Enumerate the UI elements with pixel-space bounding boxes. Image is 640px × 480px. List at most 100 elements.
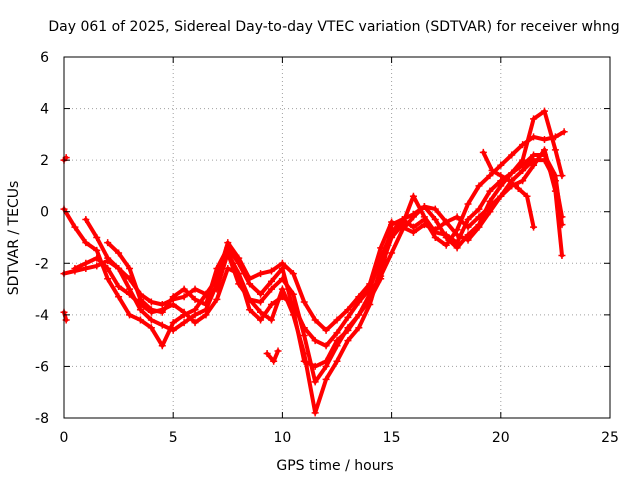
- data-point-marker: [333, 329, 341, 337]
- data-point-marker: [355, 298, 363, 306]
- data-point-marker: [530, 156, 538, 164]
- data-point-marker: [267, 316, 275, 324]
- data-point-marker: [278, 285, 286, 293]
- data-point-marker: [409, 223, 417, 231]
- data-point-marker: [180, 293, 188, 301]
- data-point-marker: [333, 337, 341, 345]
- data-point-marker: [278, 264, 286, 272]
- data-point-marker: [311, 316, 319, 324]
- y-tick-label: 0: [40, 205, 49, 221]
- x-axis-label: GPS time / hours: [276, 458, 393, 474]
- data-point-marker: [420, 215, 428, 223]
- data-point-marker: [486, 197, 494, 205]
- data-point-marker: [270, 357, 278, 365]
- data-point-marker: [475, 223, 483, 231]
- data-point-marker: [263, 350, 271, 358]
- data-point-marker: [235, 270, 243, 278]
- data-point-marker: [202, 301, 210, 309]
- data-point-marker: [136, 306, 144, 314]
- data-point-marker: [246, 295, 254, 303]
- data-point-marker: [377, 275, 385, 283]
- series-track-7: [263, 347, 282, 365]
- data-point-marker: [93, 234, 101, 241]
- data-series: [60, 107, 568, 417]
- data-point-marker: [388, 221, 396, 229]
- data-point-marker: [115, 249, 123, 257]
- data-point-marker: [523, 192, 531, 200]
- data-point-marker: [257, 270, 265, 278]
- data-point-marker: [224, 244, 232, 252]
- data-point-marker: [147, 324, 155, 332]
- data-point-marker: [257, 308, 265, 316]
- data-point-marker: [213, 280, 221, 288]
- x-tick-label: 25: [601, 430, 619, 446]
- series-track-4: [82, 156, 566, 386]
- data-point-marker: [322, 342, 330, 350]
- data-point-marker: [267, 267, 275, 275]
- data-point-marker: [257, 298, 265, 306]
- plot-frame: [63, 56, 611, 419]
- data-point-marker: [551, 133, 559, 141]
- data-point-marker: [322, 357, 330, 365]
- data-point-marker: [93, 246, 101, 254]
- x-tick-label: 5: [169, 430, 178, 446]
- y-tick-label: 4: [40, 102, 49, 118]
- data-point-marker: [558, 252, 566, 260]
- data-point-marker: [115, 282, 123, 290]
- data-point-marker: [289, 270, 297, 278]
- data-point-marker: [93, 254, 101, 262]
- data-point-marker: [540, 136, 548, 144]
- data-point-marker: [224, 264, 232, 272]
- data-point-marker: [169, 293, 177, 301]
- data-point-marker: [257, 316, 265, 324]
- y-tick-label: -6: [35, 359, 49, 375]
- data-point-marker: [475, 182, 483, 190]
- data-point-marker: [82, 259, 90, 267]
- data-point-marker: [464, 236, 472, 244]
- data-point-marker: [104, 275, 112, 283]
- data-point-marker: [71, 264, 79, 272]
- data-point-marker: [453, 213, 461, 221]
- data-point-marker: [126, 311, 134, 319]
- data-point-marker: [213, 295, 221, 303]
- data-point-marker: [388, 249, 396, 257]
- data-point-marker: [126, 285, 134, 293]
- data-point-marker: [475, 205, 483, 213]
- data-point-marker: [519, 141, 527, 149]
- data-point-marker: [551, 177, 559, 185]
- data-point-marker: [488, 166, 496, 174]
- data-point-marker: [115, 264, 123, 272]
- data-point-marker: [506, 177, 514, 185]
- data-point-marker: [399, 215, 407, 223]
- data-point-marker: [333, 316, 341, 324]
- data-point-marker: [508, 169, 516, 177]
- data-point-marker: [355, 311, 363, 319]
- x-tick-label: 0: [60, 430, 69, 446]
- data-point-marker: [191, 319, 199, 327]
- data-point-marker: [274, 347, 282, 355]
- data-point-marker: [311, 378, 319, 386]
- y-tick-label: -8: [35, 411, 49, 427]
- data-point-marker: [442, 218, 450, 226]
- data-point-marker: [169, 301, 177, 309]
- data-point-marker: [311, 337, 319, 345]
- data-point-marker: [82, 239, 90, 247]
- data-point-marker: [300, 298, 308, 306]
- data-point-marker: [519, 177, 527, 185]
- data-point-marker: [497, 192, 505, 200]
- data-point-marker: [453, 244, 461, 252]
- data-point-marker: [246, 306, 254, 314]
- data-point-marker: [158, 321, 166, 329]
- data-point-marker: [560, 128, 568, 136]
- x-tick-label: 10: [273, 430, 291, 446]
- data-point-marker: [497, 161, 505, 169]
- data-point-marker: [322, 375, 330, 383]
- x-tick-label: 20: [492, 430, 510, 446]
- data-point-marker: [180, 308, 188, 316]
- data-point-marker: [93, 262, 101, 270]
- data-point-marker: [399, 226, 407, 234]
- data-point-marker: [136, 295, 144, 303]
- data-point-marker: [464, 200, 472, 208]
- data-point-marker: [147, 298, 155, 306]
